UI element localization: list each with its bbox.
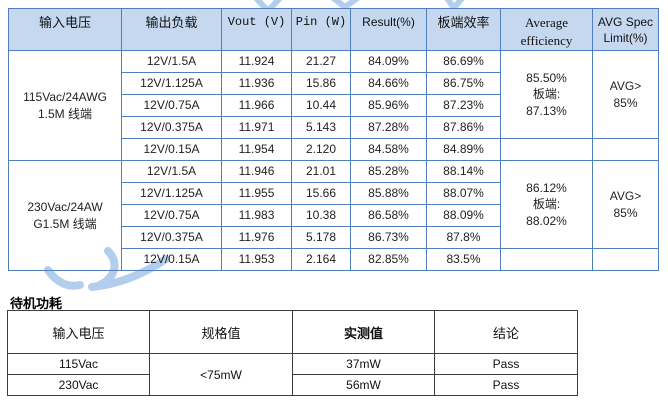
header-board-efficiency: 板端效率 (426, 8, 501, 51)
cell-result: 86.73% (350, 226, 427, 249)
cell-vout: 11.955 (221, 182, 292, 205)
cell-board-eff: 86.75% (426, 72, 501, 95)
table-row: 115Vac <75mW 37mW Pass (7, 353, 578, 396)
efficiency-table: 输入电压 输出负载 Vout (V) Pin (W) Result(%) 板端效… (8, 8, 659, 271)
cell-result: 82.85% (350, 248, 427, 271)
cell-board-eff: 87.23% (426, 94, 501, 117)
empty-cell (500, 138, 593, 161)
cell-pin: 21.27 (291, 50, 351, 73)
cell-pin: 15.66 (291, 182, 351, 205)
table-row: 12V/0.375A 11.971 5.143 87.28% 87.86% (9, 116, 659, 139)
standby-table: 输入电压 规格值 实测值 结论 115Vac <75mW 37mW Pass 2… (7, 310, 578, 396)
cell-load: 12V/1.125A (121, 72, 222, 95)
standby-table-header-row: 输入电压 规格值 实测值 结论 (7, 310, 578, 354)
cell-pin: 21.01 (291, 160, 351, 183)
cell-pin: 2.120 (291, 138, 351, 161)
header-standby-input-voltage: 输入电压 (7, 310, 150, 354)
cell-vout: 11.946 (221, 160, 292, 183)
cell-load: 12V/1.125A (121, 182, 222, 205)
cell-board-eff: 86.69% (426, 50, 501, 73)
table-row: 12V/0.75A 11.966 10.44 85.96% 87.23% (9, 94, 659, 117)
table-row: 115Vac/24AWG 1.5M 线端 12V/1.5A 11.924 21.… (8, 50, 659, 161)
cell-measured: 37mW (292, 353, 435, 375)
cell-load: 12V/0.75A (121, 94, 222, 117)
cell-board-eff: 84.89% (426, 138, 501, 161)
cell-result: 87.28% (350, 116, 427, 139)
header-result: Result(%) (350, 8, 427, 51)
cell-vout: 11.966 (221, 94, 292, 117)
efficiency-table-header-row: 输入电压 输出负载 Vout (V) Pin (W) Result(%) 板端效… (8, 8, 659, 51)
spec-value-cell: <75mW (149, 353, 293, 396)
cell-measured: 56mW (292, 374, 435, 396)
cell-pin: 15.86 (291, 72, 351, 95)
cell-vout: 11.976 (221, 226, 292, 249)
cell-vout: 11.936 (221, 72, 292, 95)
cell-voltage: 115Vac (7, 353, 150, 375)
cell-result: 84.66% (350, 72, 427, 95)
cell-load: 12V/0.375A (121, 116, 222, 139)
table-row: 12V/1.125A 11.936 15.86 84.66% 86.75% (9, 72, 659, 95)
cell-conclusion: Pass (434, 353, 578, 375)
standby-section-title: 待机功耗 (10, 296, 63, 311)
header-output-load: 输出负载 (121, 8, 222, 51)
header-pin: Pin (W) (291, 8, 351, 51)
cell-load: 12V/0.15A (121, 138, 222, 161)
cell-vout: 11.971 (221, 116, 292, 139)
cell-board-eff: 83.5% (426, 248, 501, 271)
cell-result: 85.96% (350, 94, 427, 117)
empty-cell (592, 138, 659, 161)
cell-board-eff: 88.07% (426, 182, 501, 205)
cell-vout: 11.953 (221, 248, 292, 271)
header-average-efficiency: Average efficiency (500, 8, 593, 51)
cell-conclusion: Pass (434, 374, 578, 396)
cell-vout: 11.983 (221, 204, 292, 227)
cell-voltage: 230Vac (7, 374, 150, 396)
cell-load: 12V/1.5A (121, 160, 222, 183)
average-efficiency-cell: 85.50% 板端: 87.13% (500, 50, 593, 139)
cell-result: 85.88% (350, 182, 427, 205)
input-voltage-cell: 230Vac/24AW G1.5M 线端 (8, 160, 122, 271)
input-voltage-cell: 115Vac/24AWG 1.5M 线端 (8, 50, 122, 161)
cell-load: 12V/0.375A (121, 226, 222, 249)
cell-pin: 5.143 (291, 116, 351, 139)
cell-board-eff: 88.09% (426, 204, 501, 227)
cell-load: 12V/0.15A (121, 248, 222, 271)
cell-result: 84.58% (350, 138, 427, 161)
cell-board-eff: 87.86% (426, 116, 501, 139)
header-vout: Vout (V) (221, 8, 292, 51)
cell-board-eff: 88.14% (426, 160, 501, 183)
table-row: 230Vac 56mW Pass (7, 374, 578, 396)
cell-load: 12V/0.75A (121, 204, 222, 227)
cell-vout: 11.954 (221, 138, 292, 161)
cell-pin: 10.44 (291, 94, 351, 117)
cell-board-eff: 87.8% (426, 226, 501, 249)
average-efficiency-cell: 86.12% 板端: 88.02% (500, 160, 593, 249)
empty-cell (500, 248, 593, 271)
table-row: 12V/1.125A 11.955 15.66 85.88% 88.07% (9, 182, 659, 205)
cell-pin: 5.178 (291, 226, 351, 249)
cell-pin: 10.38 (291, 204, 351, 227)
header-input-voltage: 输入电压 (8, 8, 122, 51)
avg-spec-cell: AVG> 85% (592, 160, 659, 249)
cell-result: 86.58% (350, 204, 427, 227)
header-conclusion: 结论 (434, 310, 578, 354)
table-row: 230Vac/24AW G1.5M 线端 12V/1.5A 11.946 21.… (8, 160, 659, 271)
cell-result: 85.28% (350, 160, 427, 183)
header-measured-value: 实测值 (292, 310, 435, 354)
cell-vout: 11.924 (221, 50, 292, 73)
empty-cell (592, 248, 659, 271)
header-spec-value: 规格值 (149, 310, 293, 354)
cell-pin: 2.164 (291, 248, 351, 271)
avg-spec-cell: AVG> 85% (592, 50, 659, 139)
cell-result: 84.09% (350, 50, 427, 73)
cell-load: 12V/1.5A (121, 50, 222, 73)
table-row: 12V/0.375A 11.976 5.178 86.73% 87.8% (9, 226, 659, 249)
header-avg-spec-limit: AVG Spec Limit(%) (592, 8, 659, 51)
